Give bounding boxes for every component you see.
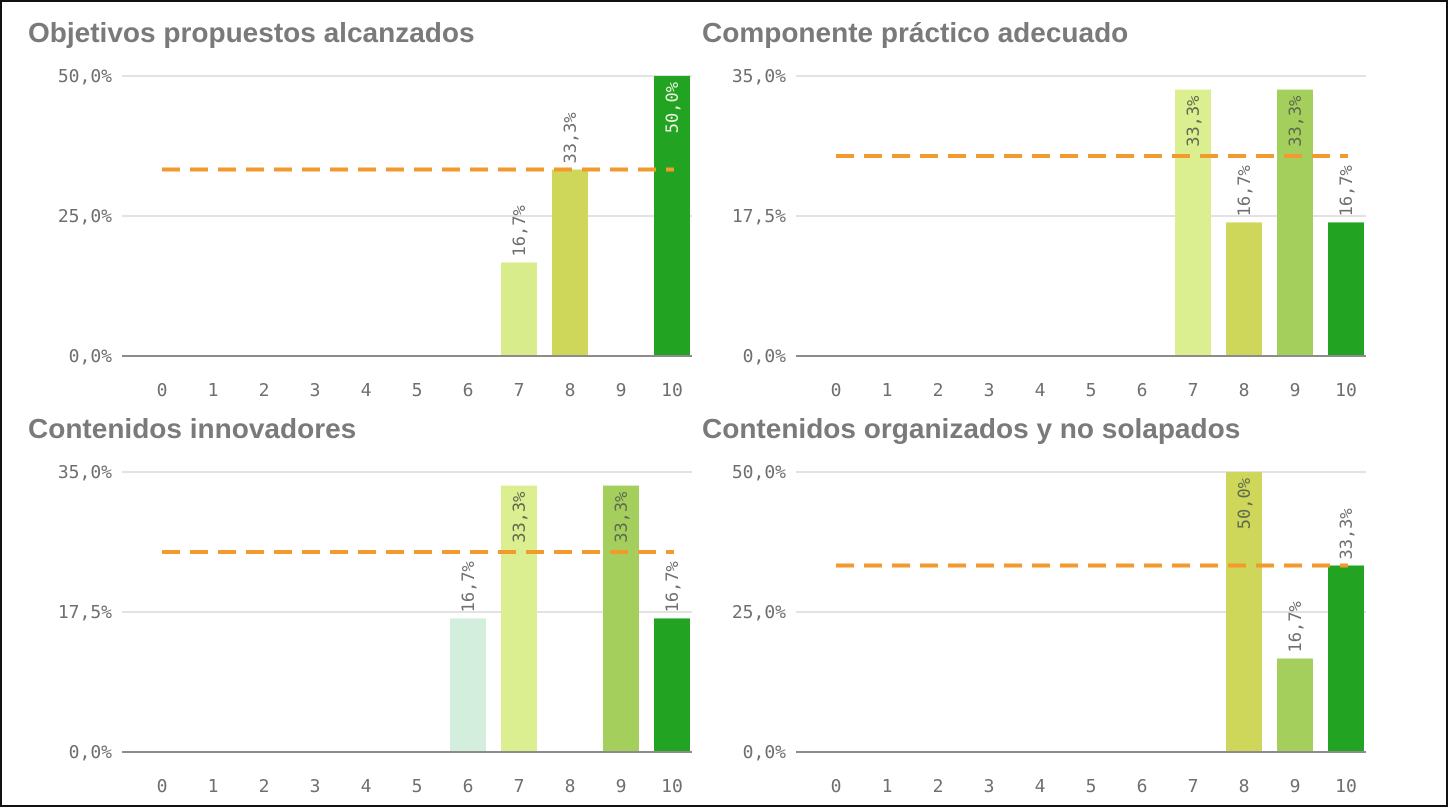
y-tick-label: 35,0% bbox=[58, 462, 112, 483]
data-label: 50,0% bbox=[1235, 478, 1255, 529]
x-tick-label: 0 bbox=[831, 380, 842, 401]
x-tick-label: 2 bbox=[933, 380, 944, 401]
x-tick-label: 8 bbox=[565, 776, 576, 797]
x-tick-label: 5 bbox=[1086, 776, 1097, 797]
x-tick-label: 3 bbox=[310, 776, 321, 797]
chart-title: Objetivos propuestos alcanzados bbox=[28, 17, 475, 48]
x-tick-label: 1 bbox=[882, 380, 893, 401]
x-tick-label: 6 bbox=[1137, 380, 1148, 401]
bar-6 bbox=[450, 618, 486, 752]
x-tick-label: 4 bbox=[1035, 380, 1046, 401]
data-label: 33,3% bbox=[510, 492, 530, 543]
x-tick-label: 10 bbox=[1335, 776, 1357, 797]
x-tick-label: 2 bbox=[933, 776, 944, 797]
x-tick-label: 9 bbox=[1290, 380, 1301, 401]
x-tick-label: 3 bbox=[984, 776, 995, 797]
x-tick-label: 1 bbox=[208, 380, 219, 401]
x-tick-label: 2 bbox=[259, 776, 270, 797]
x-tick-label: 7 bbox=[1188, 380, 1199, 401]
x-tick-label: 7 bbox=[514, 380, 525, 401]
bar-7 bbox=[501, 262, 537, 356]
bar-8 bbox=[552, 169, 588, 356]
x-tick-label: 0 bbox=[157, 776, 168, 797]
data-label: 33,3% bbox=[1337, 508, 1357, 559]
x-tick-label: 7 bbox=[1188, 776, 1199, 797]
x-tick-label: 10 bbox=[661, 776, 683, 797]
x-tick-label: 4 bbox=[361, 776, 372, 797]
x-tick-label: 6 bbox=[463, 380, 474, 401]
data-label: 16,7% bbox=[1337, 165, 1357, 216]
chart-title: Componente práctico adecuado bbox=[702, 17, 1128, 48]
x-tick-label: 6 bbox=[463, 776, 474, 797]
chart-panel-2: Contenidos innovadores 0,0% 17,5% 35,0% 0 1 2 3… bbox=[28, 413, 692, 797]
chart-title: Contenidos organizados y no solapados bbox=[702, 413, 1240, 444]
bar-7 bbox=[501, 485, 537, 752]
x-tick-label: 1 bbox=[882, 776, 893, 797]
data-label: 16,7% bbox=[1235, 165, 1255, 216]
y-tick-label: 50,0% bbox=[58, 66, 112, 87]
chart-panel-1: Componente práctico adecuado 0,0% 17,5% 35,… bbox=[702, 17, 1366, 401]
x-tick-label: 8 bbox=[565, 380, 576, 401]
x-tick-label: 8 bbox=[1239, 380, 1250, 401]
data-label: 16,7% bbox=[1286, 601, 1306, 652]
x-tick-label: 7 bbox=[514, 776, 525, 797]
x-tick-label: 9 bbox=[616, 776, 627, 797]
bar-8 bbox=[1226, 472, 1262, 752]
bar-10 bbox=[654, 76, 690, 356]
bar-10 bbox=[654, 618, 690, 752]
x-tick-label: 5 bbox=[412, 380, 423, 401]
data-label: 33,3% bbox=[612, 492, 632, 543]
x-tick-label: 9 bbox=[1290, 776, 1301, 797]
y-tick-label: 17,5% bbox=[58, 602, 112, 623]
bar-9 bbox=[1277, 658, 1313, 752]
x-tick-label: 8 bbox=[1239, 776, 1250, 797]
bar-7 bbox=[1175, 89, 1211, 356]
data-label: 16,7% bbox=[459, 561, 479, 612]
data-label: 33,3% bbox=[1286, 96, 1306, 147]
bar-10 bbox=[1328, 565, 1364, 752]
y-tick-label: 17,5% bbox=[732, 206, 786, 227]
y-tick-label: 0,0% bbox=[69, 346, 113, 367]
x-tick-label: 6 bbox=[1137, 776, 1148, 797]
data-label: 16,7% bbox=[510, 205, 530, 256]
data-label: 50,0% bbox=[663, 82, 683, 133]
y-tick-label: 0,0% bbox=[743, 346, 787, 367]
x-tick-label: 2 bbox=[259, 380, 270, 401]
x-tick-label: 4 bbox=[361, 380, 372, 401]
data-label: 16,7% bbox=[663, 561, 683, 612]
x-tick-label: 0 bbox=[831, 776, 842, 797]
x-tick-label: 10 bbox=[661, 380, 683, 401]
y-tick-label: 0,0% bbox=[69, 742, 113, 763]
bar-9 bbox=[1277, 89, 1313, 356]
bar-10 bbox=[1328, 222, 1364, 356]
x-tick-label: 1 bbox=[208, 776, 219, 797]
x-tick-label: 9 bbox=[616, 380, 627, 401]
x-tick-label: 5 bbox=[412, 776, 423, 797]
x-tick-label: 10 bbox=[1335, 380, 1357, 401]
y-tick-label: 25,0% bbox=[732, 602, 786, 623]
x-tick-label: 3 bbox=[984, 380, 995, 401]
x-tick-label: 5 bbox=[1086, 380, 1097, 401]
y-tick-label: 25,0% bbox=[58, 206, 112, 227]
bar-8 bbox=[1226, 222, 1262, 356]
x-tick-label: 4 bbox=[1035, 776, 1046, 797]
y-tick-label: 35,0% bbox=[732, 66, 786, 87]
data-label: 33,3% bbox=[1184, 96, 1204, 147]
chart-title: Contenidos innovadores bbox=[28, 413, 356, 444]
x-tick-label: 3 bbox=[310, 380, 321, 401]
y-tick-label: 0,0% bbox=[743, 742, 787, 763]
chart-panel-0: Objetivos propuestos alcanzados 0,0% 25,0%… bbox=[28, 17, 692, 401]
bar-9 bbox=[603, 485, 639, 752]
x-tick-label: 0 bbox=[157, 380, 168, 401]
y-tick-label: 50,0% bbox=[732, 462, 786, 483]
data-label: 33,3% bbox=[561, 112, 581, 163]
chart-panel-3: Contenidos organizados y no solapados 0,0… bbox=[702, 413, 1366, 797]
